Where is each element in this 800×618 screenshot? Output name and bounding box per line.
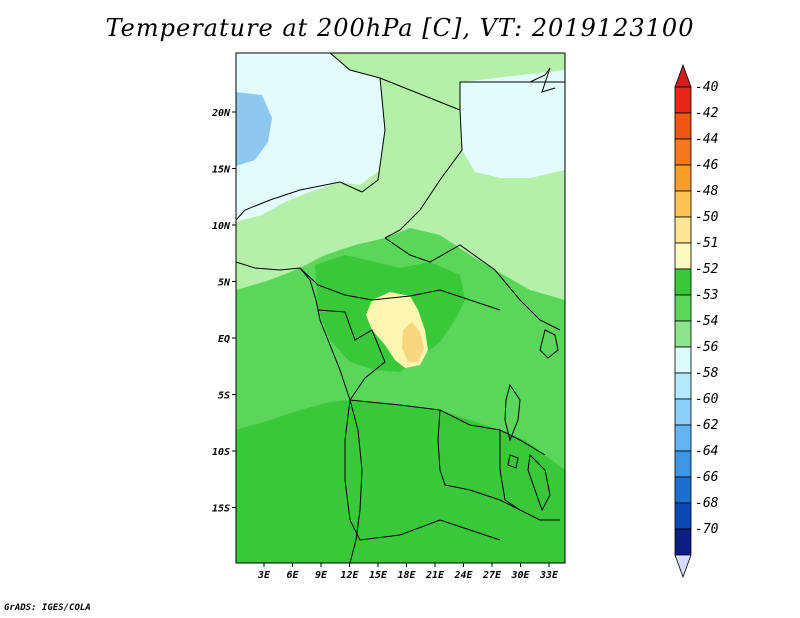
- country-borders: [235, 52, 565, 564]
- lon-label: 27E: [482, 570, 502, 581]
- colorbar-swatch: [674, 398, 692, 426]
- colorbar-swatch: [674, 242, 692, 270]
- border-line: [299, 267, 501, 311]
- lat-label: 15N: [212, 165, 231, 176]
- colorbar-label: -70: [695, 522, 719, 537]
- colorbar-bottom-arrow: [674, 554, 692, 579]
- border-line: [437, 409, 521, 511]
- colorbar-label: -52: [695, 262, 719, 277]
- lat-label: 5N: [218, 278, 231, 289]
- colorbar-label: -58: [695, 366, 719, 381]
- map-frame: [235, 52, 566, 564]
- colorbar-swatch: [674, 216, 692, 244]
- lon-label: 12E: [340, 570, 359, 581]
- colorbar-label: -53: [695, 288, 718, 303]
- lon-label: 3E: [257, 570, 271, 581]
- colorbar-swatch: [674, 528, 692, 556]
- grads-credit: GrADS: IGES/COLA: [4, 603, 91, 613]
- colorbar-label: -64: [695, 444, 718, 459]
- field-blue-northwest: [236, 92, 272, 166]
- colorbar-label: -48: [695, 184, 719, 199]
- colorbar-swatch: [674, 372, 692, 400]
- lat-label: 20N: [211, 108, 231, 119]
- colorbar-swatch: [674, 164, 692, 192]
- lat-label: 5S: [218, 391, 230, 402]
- colorbar-label: -66: [695, 470, 719, 485]
- colorbar-swatch: [674, 86, 692, 114]
- colorbar: -40 -42 -44 -46 -48 -50 -51 -52 -53 -54 -56 -58 -60 -…: [674, 63, 719, 579]
- colorbar-label: -44: [695, 132, 718, 147]
- border-line: [384, 237, 561, 331]
- colorbar-swatch: [674, 346, 692, 374]
- lon-label: 6E: [286, 570, 299, 581]
- colorbar-label: -56: [695, 340, 719, 355]
- colorbar-top-arrow: [674, 63, 692, 88]
- colorbar-swatch: [674, 112, 692, 140]
- colorbar-label: -60: [695, 392, 719, 407]
- colorbar-swatch: [674, 320, 692, 348]
- field-pale-cyan-northeast: [460, 70, 565, 178]
- field-dark-green-south: [236, 400, 565, 563]
- colorbar-swatch: [674, 502, 692, 530]
- colorbar-swatch: [674, 450, 692, 478]
- border-line: [349, 399, 546, 456]
- border-line: [235, 181, 363, 221]
- colorbar-swatch: [674, 138, 692, 166]
- colorbar-label: -40: [695, 80, 719, 95]
- border-line: [344, 399, 501, 541]
- temperature-field: [236, 53, 565, 563]
- colorbar-label: -62: [695, 418, 719, 433]
- lat-label: 10N: [212, 221, 231, 232]
- lat-label: EQ: [218, 334, 230, 345]
- lon-label: 9E: [315, 570, 328, 581]
- colorbar-label: -42: [695, 106, 719, 121]
- border-line: [329, 52, 386, 193]
- lat-label: 15S: [212, 504, 230, 515]
- lon-label: 24E: [453, 570, 473, 581]
- lake-outline: [527, 453, 551, 512]
- colorbar-swatch: [674, 476, 692, 504]
- colorbar-label: -68: [695, 496, 719, 511]
- field-orange-core: [402, 322, 424, 362]
- lake-outline: [539, 329, 559, 359]
- lon-label: 15E: [369, 570, 388, 581]
- colorbar-label: -51: [695, 236, 718, 251]
- coastline-northeast: [529, 67, 556, 93]
- coastline: [235, 261, 363, 564]
- lon-label: 21E: [425, 570, 445, 581]
- field-pale-cyan-north: [236, 53, 385, 222]
- colorbar-swatch: [674, 268, 692, 296]
- lake-outline: [504, 383, 521, 442]
- colorbar-label: -46: [695, 158, 719, 173]
- colorbar-swatch: [674, 190, 692, 218]
- lat-label: 10S: [212, 447, 230, 458]
- colorbar-swatch: [674, 294, 692, 322]
- lon-label: 18E: [397, 570, 416, 581]
- border-line: [499, 430, 560, 521]
- lon-label: 30E: [510, 570, 530, 581]
- lon-label: 33E: [539, 570, 559, 581]
- colorbar-swatch: [674, 424, 692, 452]
- longitude-axis: 3E 6E 9E 12E 15E 18E 21E 24E 27E 30E 33E: [257, 563, 559, 581]
- latitude-axis: 20N 15N 10N 5N EQ 5S 10S 15S: [211, 108, 236, 515]
- colorbar-label: -54: [695, 314, 718, 329]
- lake-outline: [507, 454, 519, 469]
- colorbar-label: -50: [695, 210, 719, 225]
- map-title: Temperature at 200hPa [C], VT: 201912310…: [105, 14, 695, 42]
- border-line: [317, 309, 386, 401]
